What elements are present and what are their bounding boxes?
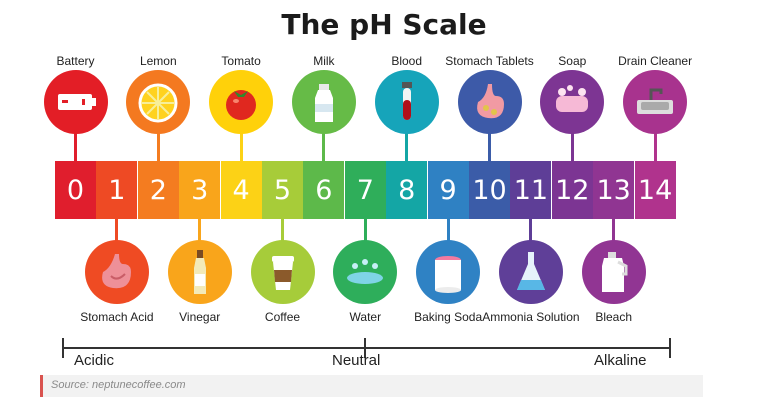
ph-box-1: 1 [96,161,138,219]
connector-water [363,219,367,243]
connector-soap [570,128,574,161]
flask-icon [498,240,563,304]
axis-label-alkaline: Alkaline [594,352,647,369]
connector-baking-soda [446,219,450,243]
label-blood: Blood [391,54,423,68]
coffee-cup-icon [250,240,315,304]
label-vinegar: Vinegar [179,310,221,324]
connector-vinegar [198,219,202,243]
ph-box-11: 11 [510,161,552,219]
ph-box-8: 8 [386,161,428,219]
blood-tube-icon [374,70,439,134]
connector-blood [405,128,409,161]
connector-tomato [239,128,243,161]
ph-box-0: 0 [55,161,96,219]
ph-box-13: 13 [593,161,635,219]
page-title: The pH Scale [281,8,487,41]
source-bar: Source: neptunecoffee.com [40,375,703,397]
battery-icon [43,70,108,134]
soap-icon [540,70,605,134]
label-water: Water [349,310,382,324]
label-tomato: Tomato [221,54,261,68]
axis-line [62,347,671,349]
connector-ammonia-solution [529,219,533,243]
ph-box-4: 4 [220,161,262,219]
connector-battery [74,128,77,161]
axis-tick-right [669,338,671,358]
ph-box-7: 7 [344,161,386,219]
connector-lemon [156,128,160,161]
milk-bottle-icon [291,70,356,134]
stomach-tablets-icon [457,70,522,134]
ph-box-10: 10 [469,161,510,219]
axis-tick-middle [364,338,366,358]
label-milk: Milk [313,54,335,68]
ph-box-14: 14 [634,161,676,219]
ph-box-3: 3 [179,161,221,219]
ph-box-9: 9 [427,161,469,219]
connector-stomach-acid [115,219,119,243]
axis-label-acidic: Acidic [74,352,115,369]
label-soap: Soap [558,54,587,68]
connector-bleach [612,219,616,243]
lemon-icon [126,70,191,134]
bleach-bottle-icon [581,240,646,304]
label-coffee: Coffee [264,310,301,324]
ph-box-5: 5 [262,161,303,219]
water-splash-icon [333,240,398,304]
connector-coffee [281,219,284,243]
label-lemon: Lemon [139,54,177,68]
source-text: Source: neptunecoffee.com [51,379,186,391]
tomato-icon [209,70,274,134]
axis-label-neutral: Neutral [332,352,381,369]
label-drain-cleaner: Drain Cleaner [618,54,693,68]
label-stomach-acid: Stomach Acid [80,310,154,324]
connector-drain-cleaner [653,128,657,161]
label-baking-soda: Baking Soda [414,310,483,324]
ph-box-2: 2 [137,161,179,219]
axis-tick-left [62,338,64,358]
label-ammonia-solution: Ammonia Solution [482,310,580,324]
ph-box-6: 6 [303,161,345,219]
stomach-icon [84,240,149,304]
ph-box-12: 12 [551,161,593,219]
label-battery: Battery [56,54,95,68]
connector-stomach-tablets [488,128,491,161]
baking-soda-icon [416,240,481,304]
vinegar-bottle-icon [167,240,232,304]
label-bleach: Bleach [595,310,633,324]
sink-icon [623,70,688,134]
label-stomach-tablets: Stomach Tablets [445,54,534,68]
connector-milk [322,128,326,161]
